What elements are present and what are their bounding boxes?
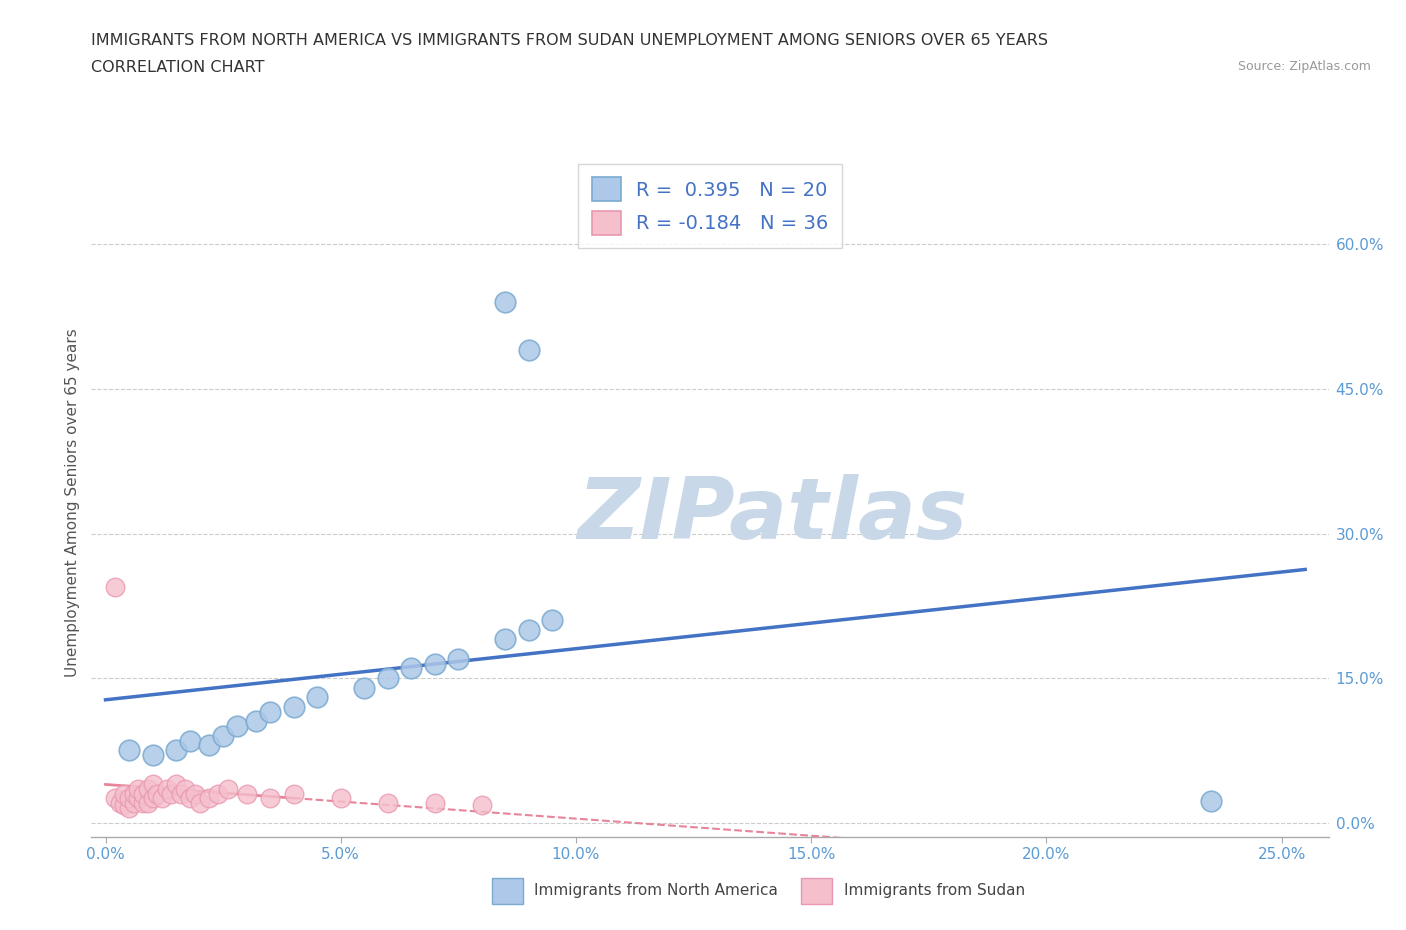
Point xyxy=(235,786,257,801)
Point xyxy=(198,791,221,806)
Point xyxy=(132,786,155,801)
Point xyxy=(122,796,145,811)
Point xyxy=(447,651,470,666)
Point xyxy=(112,798,135,813)
Point xyxy=(170,786,193,801)
Text: Immigrants from Sudan: Immigrants from Sudan xyxy=(844,884,1025,898)
Point xyxy=(226,719,249,734)
Point xyxy=(146,786,169,801)
Point xyxy=(165,777,187,791)
Point xyxy=(127,791,149,806)
Point xyxy=(112,786,135,801)
Point xyxy=(156,781,179,796)
Text: IMMIGRANTS FROM NORTH AMERICA VS IMMIGRANTS FROM SUDAN UNEMPLOYMENT AMONG SENIOR: IMMIGRANTS FROM NORTH AMERICA VS IMMIGRA… xyxy=(91,33,1049,47)
Point xyxy=(174,781,197,796)
Point xyxy=(118,801,141,816)
Text: Source: ZipAtlas.com: Source: ZipAtlas.com xyxy=(1237,60,1371,73)
Point xyxy=(136,781,159,796)
Point xyxy=(104,579,127,594)
Point xyxy=(165,743,187,758)
Point xyxy=(494,632,516,647)
Point xyxy=(494,295,516,310)
Point xyxy=(127,781,149,796)
Y-axis label: Unemployment Among Seniors over 65 years: Unemployment Among Seniors over 65 years xyxy=(65,328,80,677)
Point xyxy=(1199,794,1222,809)
Text: ZIPatlas: ZIPatlas xyxy=(576,474,967,557)
Point xyxy=(104,791,127,806)
Point xyxy=(217,781,239,796)
Point xyxy=(423,657,446,671)
Point xyxy=(259,791,281,806)
Point xyxy=(136,796,159,811)
Point xyxy=(118,743,141,758)
Point xyxy=(141,777,163,791)
Point xyxy=(377,671,399,685)
Point xyxy=(179,733,201,748)
Point xyxy=(283,786,305,801)
Point xyxy=(471,798,494,813)
Point xyxy=(307,690,329,705)
Point xyxy=(179,791,201,806)
Point xyxy=(423,796,446,811)
Point xyxy=(259,704,281,719)
Point xyxy=(118,791,141,806)
Point xyxy=(283,699,305,714)
Point xyxy=(245,714,267,729)
Point xyxy=(132,796,155,811)
Point xyxy=(353,680,375,695)
Point xyxy=(207,786,229,801)
Point xyxy=(150,791,173,806)
Point xyxy=(541,613,564,628)
Point xyxy=(212,728,235,743)
Point xyxy=(141,748,163,763)
Point xyxy=(160,786,183,801)
Point xyxy=(377,796,399,811)
Point xyxy=(122,786,145,801)
Point xyxy=(141,791,163,806)
Text: Immigrants from North America: Immigrants from North America xyxy=(534,884,778,898)
Legend: R =  0.395   N = 20, R = -0.184   N = 36: R = 0.395 N = 20, R = -0.184 N = 36 xyxy=(578,164,842,248)
Point xyxy=(108,796,131,811)
Point xyxy=(517,622,540,637)
Point xyxy=(517,343,540,358)
Point xyxy=(184,786,207,801)
Point xyxy=(401,661,423,676)
Point xyxy=(329,791,352,806)
Point xyxy=(188,796,211,811)
Text: CORRELATION CHART: CORRELATION CHART xyxy=(91,60,264,75)
Point xyxy=(198,738,221,753)
